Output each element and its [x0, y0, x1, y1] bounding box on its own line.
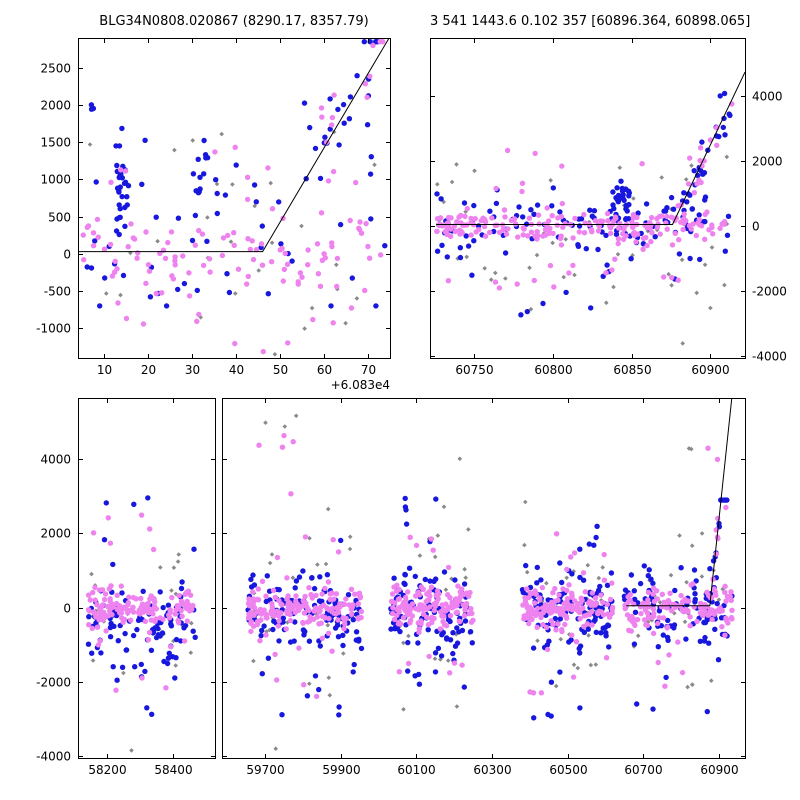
- svg-text:58400: 58400: [154, 763, 192, 777]
- svg-text:60500: 60500: [549, 763, 587, 777]
- svg-text:60900: 60900: [691, 363, 729, 377]
- svg-text:-500: -500: [44, 285, 71, 299]
- svg-text:60800: 60800: [534, 363, 572, 377]
- svg-text:60700: 60700: [624, 763, 662, 777]
- svg-text:1500: 1500: [40, 136, 71, 150]
- svg-text:1000: 1000: [40, 173, 71, 187]
- plot-title-right: 3 541 1443.6 0.102 357 [60896.364, 60898…: [430, 14, 751, 29]
- svg-text:-2000: -2000: [36, 676, 71, 690]
- svg-text:-4000: -4000: [36, 750, 71, 764]
- svg-text:50: 50: [273, 363, 288, 377]
- svg-text:60100: 60100: [397, 763, 435, 777]
- svg-text:60850: 60850: [613, 363, 651, 377]
- svg-text:58200: 58200: [88, 763, 126, 777]
- svg-text:0: 0: [63, 602, 71, 616]
- svg-text:0: 0: [63, 248, 71, 262]
- svg-text:60900: 60900: [700, 763, 738, 777]
- svg-text:-1000: -1000: [36, 322, 71, 336]
- plot-title-left: BLG34N0808.020867 (8290.17, 8357.79): [99, 14, 369, 29]
- svg-text:40: 40: [229, 363, 244, 377]
- svg-text:2500: 2500: [40, 62, 71, 76]
- svg-text:4000: 4000: [752, 90, 783, 104]
- svg-text:60750: 60750: [455, 363, 493, 377]
- svg-text:4000: 4000: [40, 453, 71, 467]
- svg-text:2000: 2000: [752, 155, 783, 169]
- svg-text:+6.083e4: +6.083e4: [331, 378, 390, 392]
- svg-text:-4000: -4000: [752, 350, 787, 364]
- svg-text:60300: 60300: [473, 763, 511, 777]
- svg-text:70: 70: [361, 363, 376, 377]
- svg-text:59900: 59900: [322, 763, 360, 777]
- svg-text:0: 0: [752, 220, 760, 234]
- svg-text:-2000: -2000: [752, 285, 787, 299]
- svg-text:2000: 2000: [40, 527, 71, 541]
- svg-text:2000: 2000: [40, 99, 71, 113]
- svg-text:59700: 59700: [246, 763, 284, 777]
- svg-text:500: 500: [48, 211, 71, 225]
- svg-text:20: 20: [141, 363, 156, 377]
- svg-text:10: 10: [97, 363, 112, 377]
- svg-text:60: 60: [317, 363, 332, 377]
- svg-text:30: 30: [185, 363, 200, 377]
